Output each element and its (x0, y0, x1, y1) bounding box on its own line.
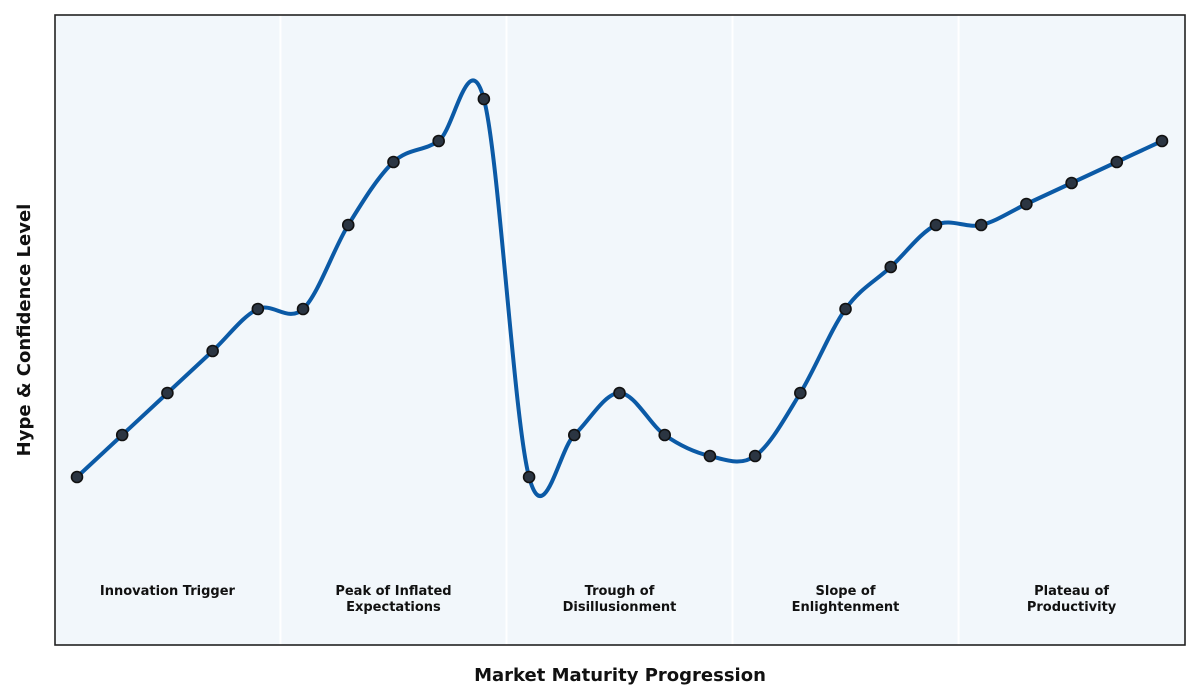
data-point (1065, 176, 1078, 190)
data-point (296, 302, 310, 316)
phase-label: Peak of Inflated Expectations (335, 584, 451, 615)
data-markers (70, 92, 1169, 484)
data-point (839, 302, 852, 316)
plot-background (55, 15, 1185, 645)
data-point (522, 470, 536, 484)
data-point (70, 470, 84, 484)
data-point (703, 449, 717, 463)
data-point (884, 260, 898, 274)
plot-frame (54, 14, 1186, 646)
data-point (477, 92, 491, 106)
data-point (341, 218, 355, 232)
data-point (115, 428, 129, 442)
phase-separators (279, 15, 960, 645)
data-point (974, 218, 988, 232)
data-point (206, 344, 219, 358)
data-point (432, 134, 445, 148)
data-point (1110, 155, 1124, 169)
data-point (1020, 197, 1033, 211)
phase-label: Trough of Disillusionment (563, 584, 677, 615)
phase-label: Plateau of Productivity (1027, 584, 1117, 615)
data-point (161, 386, 174, 400)
data-point (567, 428, 581, 442)
data-point (658, 428, 672, 442)
phase-label: Innovation Trigger (100, 584, 236, 599)
data-point (613, 386, 626, 400)
data-point (387, 155, 400, 169)
phase-label: Slope of Enlightenment (792, 584, 900, 615)
phase-labels: Innovation Trigger Peak of Inflated Expect… (100, 584, 1117, 615)
data-point (794, 386, 807, 400)
x-axis-label: Market Maturity Progression (474, 665, 766, 686)
data-point (929, 218, 943, 232)
data-point (748, 449, 762, 463)
data-point (1155, 134, 1169, 148)
data-point (251, 302, 265, 316)
y-axis-label: Hype & Confidence Level (14, 204, 35, 457)
